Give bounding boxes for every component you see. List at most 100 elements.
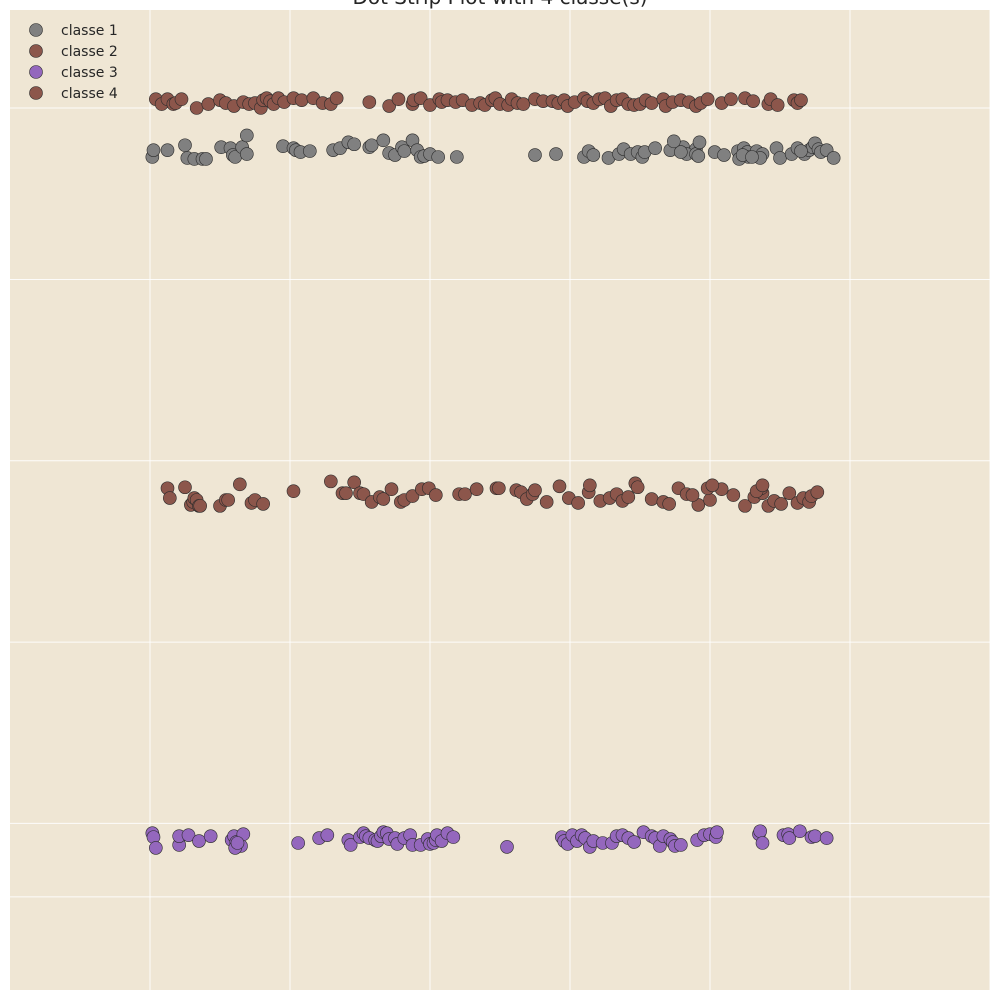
legend-marker [29, 65, 43, 79]
data-point [705, 478, 720, 493]
legend-label: classe 4 [61, 86, 118, 102]
data-point [746, 94, 760, 108]
data-points [145, 91, 841, 855]
data-point [149, 841, 163, 855]
data-point [181, 828, 196, 842]
data-point [826, 151, 841, 165]
data-point [774, 497, 788, 511]
data-point [431, 150, 445, 164]
data-point [391, 92, 406, 106]
data-point [583, 478, 597, 493]
data-point [446, 830, 461, 844]
data-point [256, 497, 270, 511]
data-point [571, 496, 585, 510]
data-point [146, 143, 161, 157]
data-point [189, 101, 204, 115]
data-point [552, 479, 567, 494]
data-point [291, 836, 305, 850]
data-point [753, 824, 767, 839]
data-point [343, 838, 358, 852]
data-point [221, 493, 235, 507]
chart-title: Dot Strip Plot with 4 classe(s) [352, 0, 647, 9]
data-point [782, 831, 797, 845]
data-point [819, 831, 834, 845]
data-point [163, 491, 177, 505]
data-point [586, 148, 601, 162]
data-point [667, 134, 681, 149]
legend-label: classe 2 [61, 44, 118, 60]
data-point [450, 150, 464, 164]
data-point [303, 144, 317, 158]
data-point [397, 144, 412, 158]
legend-marker [29, 23, 43, 37]
data-point [793, 824, 807, 839]
data-point [429, 488, 443, 502]
data-point [286, 484, 301, 498]
data-point [794, 93, 808, 107]
data-point [773, 151, 787, 165]
data-point [320, 828, 335, 842]
data-point [810, 485, 825, 499]
data-point [685, 488, 700, 502]
data-point [644, 492, 659, 506]
data-point [362, 95, 377, 109]
data-point [384, 482, 399, 497]
data-point [700, 92, 715, 106]
data-point [674, 145, 688, 159]
data-point [178, 480, 192, 495]
data-point [627, 835, 641, 849]
data-point [794, 144, 808, 158]
data-point [178, 138, 192, 153]
data-point [233, 477, 247, 492]
data-point [193, 499, 207, 513]
data-point [458, 487, 472, 501]
data-point [329, 91, 344, 105]
data-point [324, 474, 338, 489]
series-2-points [149, 91, 808, 115]
data-point [710, 825, 724, 840]
data-point [492, 481, 506, 496]
data-point [192, 834, 206, 848]
data-point [691, 149, 706, 163]
data-point [662, 497, 676, 511]
data-point [413, 91, 428, 105]
data-point [726, 488, 741, 502]
series-4-points [160, 474, 825, 513]
legend-label: classe 3 [61, 65, 118, 81]
data-point [382, 99, 396, 113]
data-point [755, 478, 770, 493]
data-point [703, 493, 717, 507]
data-point [630, 480, 645, 495]
data-point [528, 483, 542, 498]
data-point [770, 98, 785, 112]
data-point [745, 150, 759, 164]
data-point [199, 152, 213, 166]
data-point [549, 147, 563, 161]
legend-marker [29, 44, 43, 58]
data-point [717, 148, 731, 162]
data-point [405, 489, 420, 503]
data-point [516, 97, 531, 111]
data-point [500, 840, 514, 854]
data-point [621, 490, 636, 504]
data-point [240, 147, 254, 161]
series-1-points [145, 128, 841, 166]
data-point [738, 499, 752, 513]
data-point [674, 838, 688, 852]
legend-marker [29, 86, 43, 100]
data-point [230, 836, 245, 850]
data-point [724, 92, 738, 106]
data-point [782, 486, 797, 500]
data-point [755, 836, 770, 850]
data-point [347, 475, 361, 490]
data-point [376, 492, 391, 506]
data-point [201, 97, 216, 111]
data-point [339, 486, 353, 500]
legend-label: classe 1 [61, 23, 118, 39]
data-point [692, 135, 707, 150]
data-point [808, 829, 822, 843]
data-point [174, 92, 189, 106]
data-point [644, 96, 659, 110]
